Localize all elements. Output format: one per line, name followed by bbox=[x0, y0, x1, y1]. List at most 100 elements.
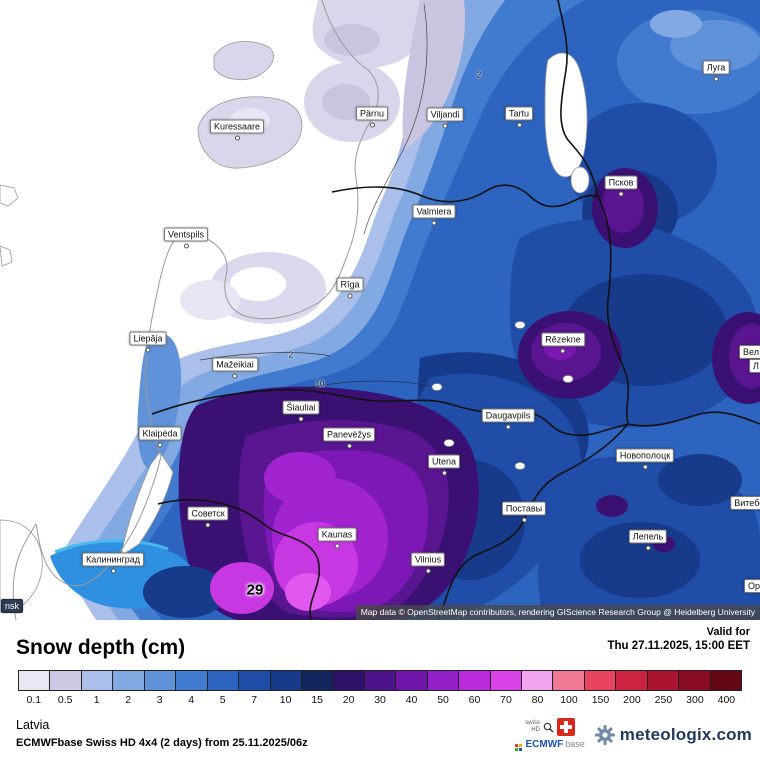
legend-swatch bbox=[458, 671, 490, 690]
legend-swatch bbox=[175, 671, 207, 690]
model-info: ECMWFbase Swiss HD 4x4 (2 days) from 25.… bbox=[16, 737, 308, 749]
city-marker-dot bbox=[334, 543, 340, 549]
city-label: Rēzekne bbox=[541, 332, 585, 354]
city-label: Л bbox=[749, 359, 760, 373]
city-label: Valmiera bbox=[412, 204, 456, 226]
legend-swatch bbox=[552, 671, 584, 690]
city-marker-dot bbox=[505, 424, 511, 430]
city-label: Советск bbox=[187, 506, 229, 528]
model-logo-stack: swiss HD ECMWF base bbox=[515, 718, 585, 751]
swiss-hd-logo: swiss HD bbox=[525, 718, 575, 736]
legend-labels: 0.1 0.5 1 2 3 4 5 7 10 15 20 30 40 50 60 70 80 100 150 200 2… bbox=[18, 694, 742, 706]
ecmwf-label: ECMWF bbox=[525, 739, 564, 750]
city-label: Поставы bbox=[501, 501, 547, 523]
legend-label: 10 bbox=[279, 694, 292, 706]
legend-label: 70 bbox=[500, 694, 512, 706]
city-label: Новополоцк bbox=[615, 448, 675, 470]
map-attribution: Map data © OpenStreetMap contributors, r… bbox=[355, 605, 760, 620]
city-marker-dot bbox=[618, 191, 624, 197]
legend-swatch bbox=[395, 671, 427, 690]
city-label: Псков bbox=[604, 175, 638, 197]
legend-label: 20 bbox=[342, 694, 355, 706]
city-label: Калининград bbox=[81, 552, 145, 574]
city-label: Utena bbox=[427, 454, 461, 476]
city-marker-dot bbox=[298, 416, 304, 422]
city-label: Луга bbox=[702, 60, 730, 82]
legend-label: 0.1 bbox=[26, 694, 42, 706]
legend-label: 30 bbox=[374, 694, 386, 706]
legend-label: 200 bbox=[623, 694, 641, 706]
ecmwf-pixels-icon bbox=[515, 744, 523, 751]
city-marker-dot bbox=[232, 373, 238, 379]
ecmwf-logo: ECMWF base bbox=[515, 739, 585, 751]
legend-swatch bbox=[646, 671, 679, 690]
city-marker-dot bbox=[713, 76, 719, 82]
city-marker-dot bbox=[560, 348, 566, 354]
valid-block: Valid for Thu 27.11.2025, 15:00 EET bbox=[607, 626, 750, 652]
max-depth-label: 29 bbox=[246, 581, 264, 599]
legend-swatch bbox=[678, 671, 710, 690]
map-canvas[interactable]: Луга Kuressaare Pärnu Viljandi Tartu Псков Val… bbox=[0, 0, 760, 620]
legend-swatch bbox=[426, 671, 459, 690]
legend-swatch bbox=[238, 671, 270, 690]
legend-label: 300 bbox=[686, 694, 704, 706]
legend-label: 100 bbox=[560, 694, 578, 706]
city-label: Šiauliai bbox=[282, 400, 320, 422]
city-label: Klaipėda bbox=[138, 426, 182, 448]
city-label: Tartu bbox=[504, 106, 534, 128]
city-label: Panevėžys bbox=[322, 427, 376, 449]
logos: swiss HD ECMWF base bbox=[515, 718, 752, 751]
city-label: Viljandi bbox=[426, 107, 464, 129]
legend-swatch bbox=[49, 671, 81, 690]
swiss-text: swiss bbox=[525, 720, 540, 727]
legend-label: 60 bbox=[468, 694, 481, 706]
city-label: Ventspils bbox=[163, 227, 209, 249]
city-label: Лепель bbox=[628, 529, 668, 551]
page-title: Snow depth (cm) bbox=[16, 636, 186, 659]
city-label: nsk bbox=[0, 599, 24, 613]
legend-label: 5 bbox=[219, 694, 226, 706]
legend-swatch bbox=[300, 671, 333, 690]
city-label: Kaunas bbox=[317, 527, 357, 549]
valid-datetime: Thu 27.11.2025, 15:00 EET bbox=[607, 640, 750, 652]
city-marker-dot bbox=[234, 135, 240, 141]
contour-label: 10 bbox=[315, 379, 325, 389]
legend-bar bbox=[18, 670, 742, 691]
legend-swatch bbox=[363, 671, 396, 690]
hd-text: HD bbox=[531, 727, 540, 733]
footer-left: Latvia ECMWFbase Swiss HD 4x4 (2 days) f… bbox=[16, 718, 308, 749]
legend-swatch bbox=[206, 671, 239, 690]
city-layer: Луга Kuressaare Pärnu Viljandi Tartu Псков Val… bbox=[0, 60, 760, 613]
city-label: Mažeikiai bbox=[212, 357, 258, 379]
swiss-hd-label: swiss HD bbox=[525, 720, 540, 733]
city-label: Pärnu bbox=[355, 106, 389, 128]
brand-text: meteologix.com bbox=[619, 724, 752, 744]
legend-swatch bbox=[709, 671, 742, 690]
valid-for-label: Valid for bbox=[706, 626, 750, 638]
meteologix-logo[interactable]: meteologix.com bbox=[594, 724, 752, 745]
legend-swatch bbox=[583, 671, 616, 690]
legend-label: 400 bbox=[717, 694, 736, 706]
city-label: Vilnius bbox=[410, 552, 446, 574]
contour-label: 2 bbox=[476, 70, 482, 80]
legend-label: 4 bbox=[188, 694, 195, 706]
city-marker-dot bbox=[516, 122, 522, 128]
city-marker-dot bbox=[347, 293, 353, 299]
city-label: Kuressaare bbox=[209, 119, 265, 141]
info-panel: Snow depth (cm) Valid for Thu 27.11.2025… bbox=[0, 620, 760, 760]
legend-label: 15 bbox=[311, 694, 323, 706]
legend: 0.1 0.5 1 2 3 4 5 7 10 15 20 30 40 50 60 70 80 100 150 200 2… bbox=[18, 670, 742, 706]
legend-label: 150 bbox=[591, 694, 610, 706]
city-marker-dot bbox=[425, 568, 431, 574]
city-marker-dot bbox=[441, 470, 447, 476]
legend-label: 1 bbox=[93, 694, 100, 706]
legend-label: 7 bbox=[251, 694, 258, 706]
city-marker-dot bbox=[110, 568, 116, 574]
legend-swatch bbox=[112, 671, 144, 690]
legend-label: 50 bbox=[437, 694, 449, 706]
legend-swatch bbox=[143, 671, 176, 690]
legend-label: 0.5 bbox=[57, 694, 73, 706]
legend-swatch bbox=[615, 671, 647, 690]
swiss-flag-icon bbox=[556, 718, 575, 736]
